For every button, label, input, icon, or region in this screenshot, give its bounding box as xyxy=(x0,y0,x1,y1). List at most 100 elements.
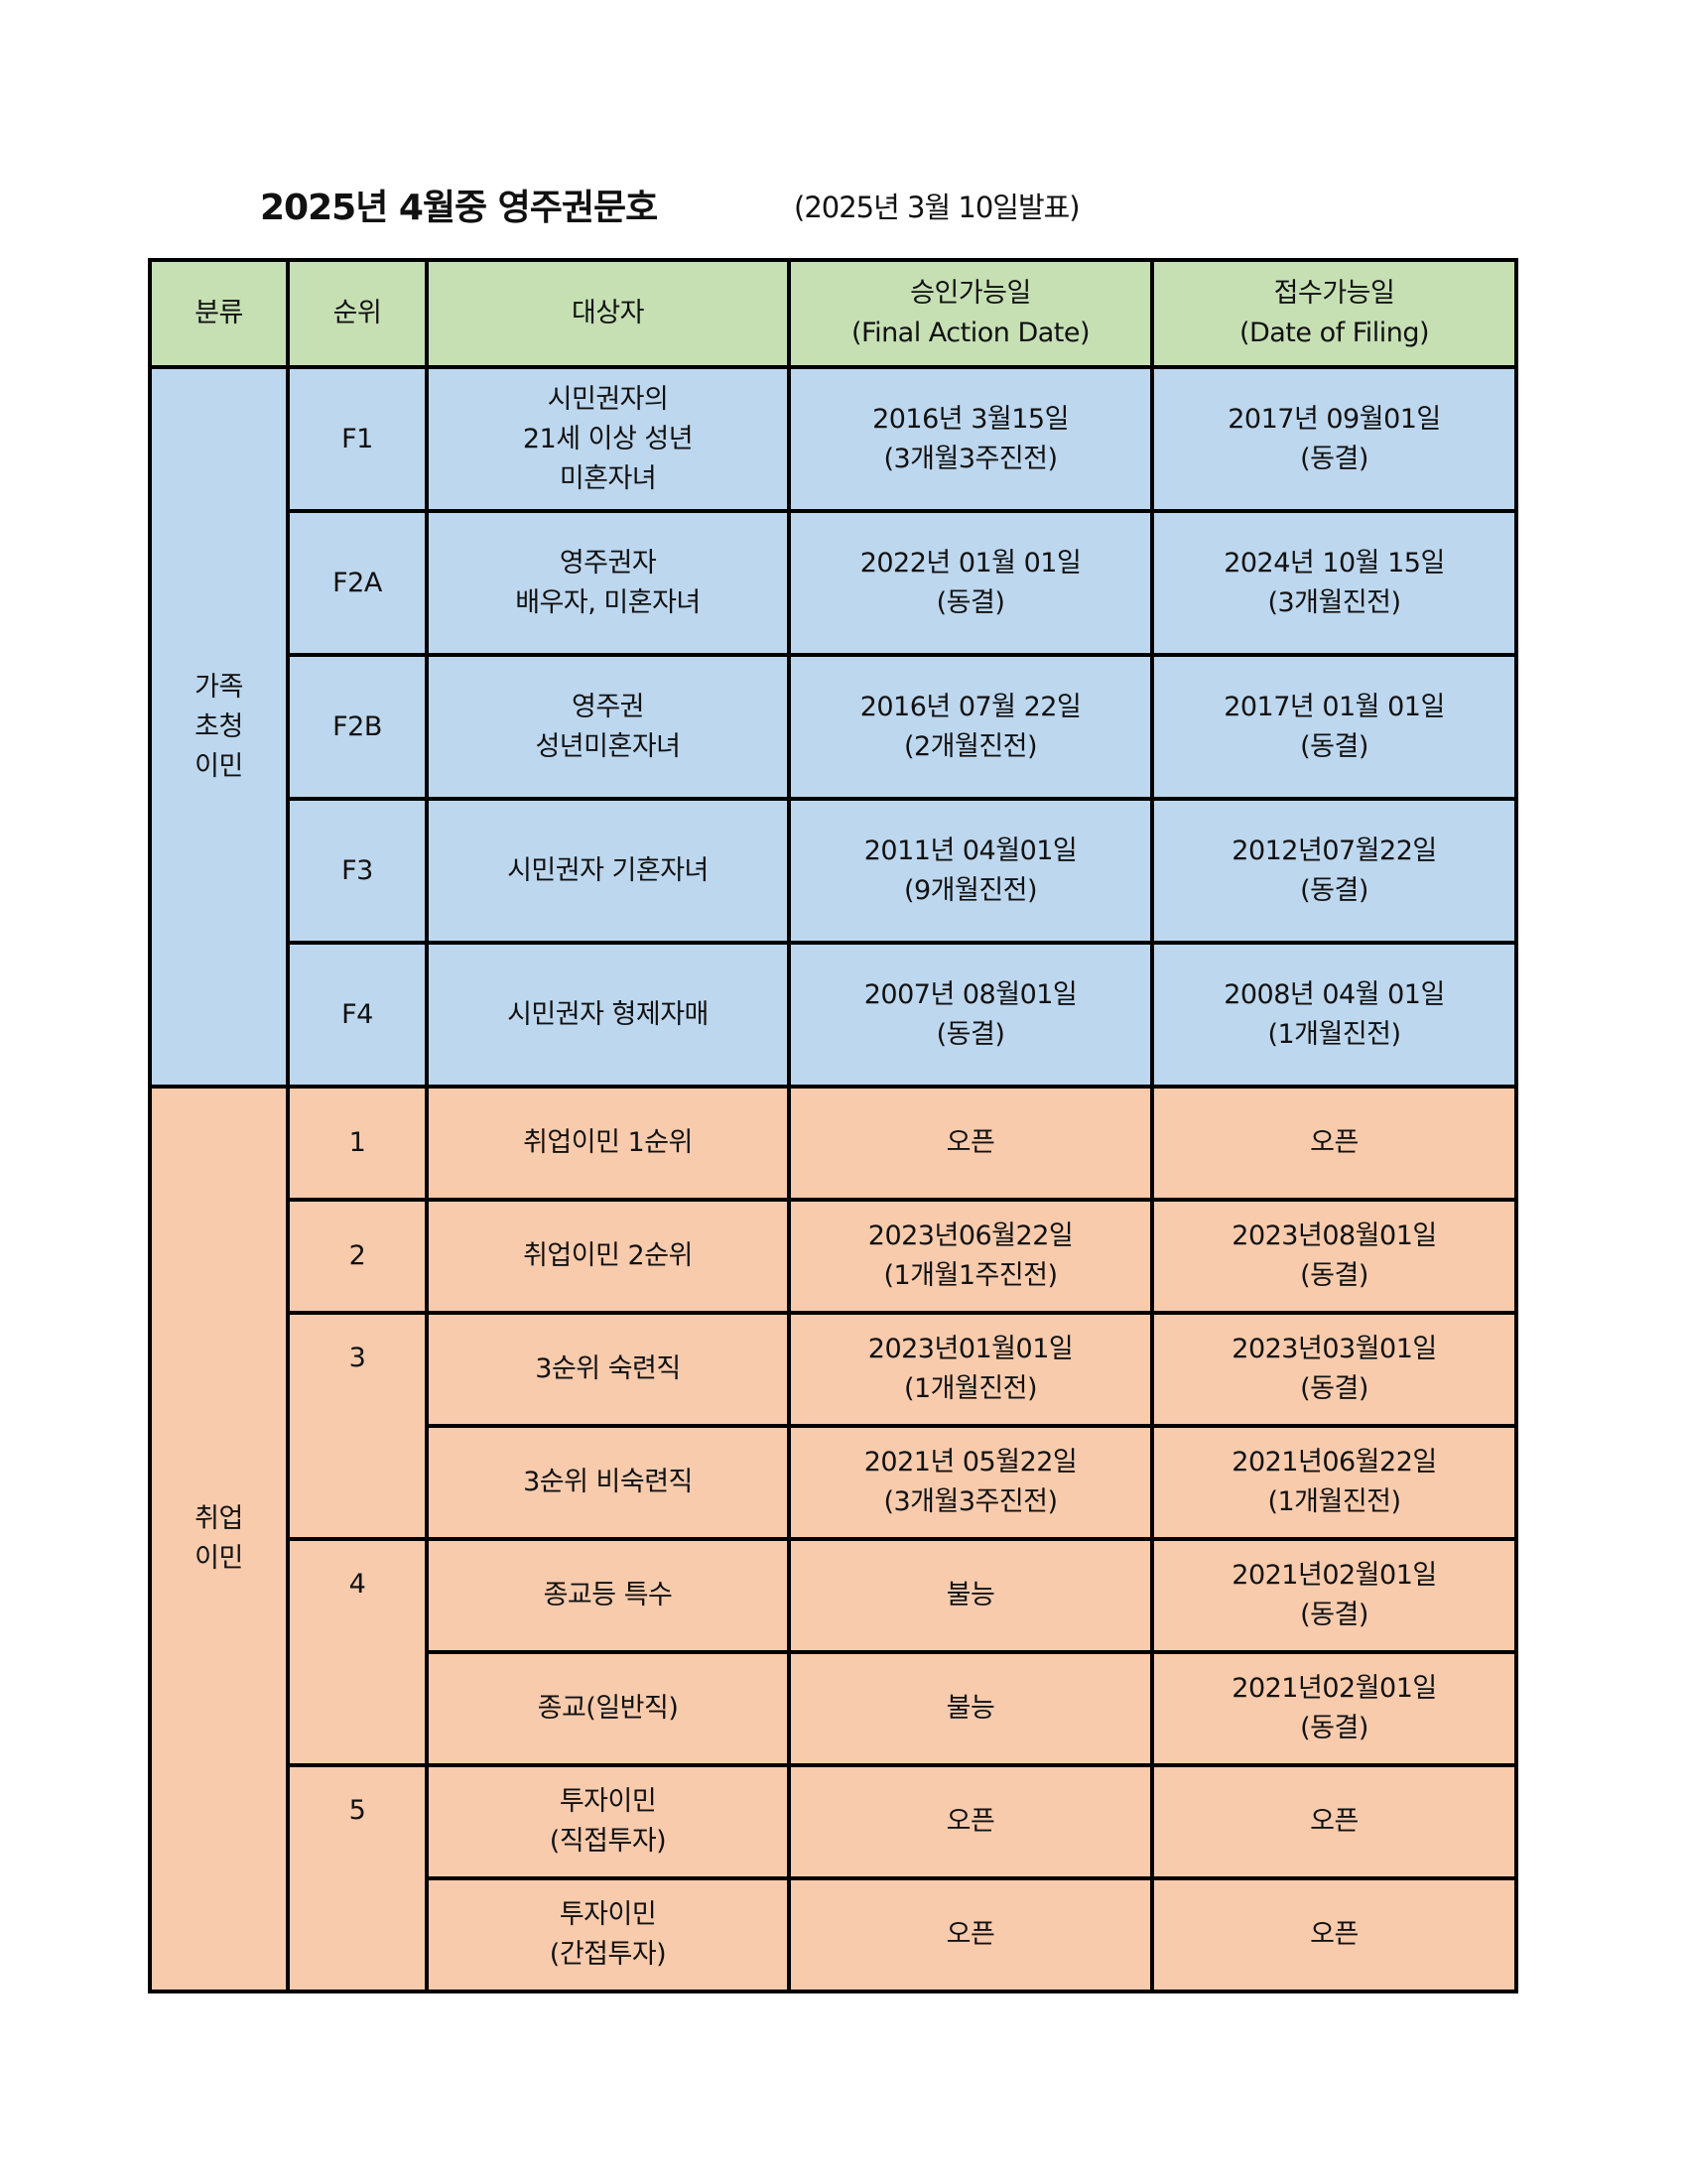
final-action-date-cell-line: 2022년 01월 01일 xyxy=(859,547,1082,578)
final-action-date-cell: 오픈 xyxy=(787,1085,1154,1202)
final-action-date-cell: 2007년 08월01일 (동결) xyxy=(787,941,1154,1089)
final-action-date-cell-line: (9개월진전) xyxy=(903,874,1038,906)
filing-date-cell-line: (동결) xyxy=(1300,1713,1368,1743)
final-action-date-cell-line: 불능 xyxy=(946,1580,995,1610)
target-cell-line: 영주권 xyxy=(571,691,645,722)
target-cell-line: 취업이민 2순위 xyxy=(523,1240,693,1271)
filing-date-cell-line: (1개월진전) xyxy=(1267,1018,1401,1050)
final-action-date-cell: 2022년 01월 01일 (동결) xyxy=(787,509,1154,657)
final-action-date-cell-line: (동결) xyxy=(936,1018,1005,1050)
filing-date-cell-line: (동결) xyxy=(1300,1260,1368,1291)
filing-date-cell-line: 2023년08월01일 xyxy=(1232,1220,1437,1251)
table-row: 가족 초청 이민 F1 시민권자의 21세 이상 성년 미혼자녀 2016년 3월15일 (3개… xyxy=(148,365,1518,1089)
filing-date-cell: 2023년08월01일 (동결) xyxy=(1150,1198,1518,1315)
target-cell-line: 종교(일반직) xyxy=(537,1693,679,1724)
final-action-date-cell-line: (3개월3주진전) xyxy=(883,443,1058,474)
table-row: 3순위 비숙련직 2021년 05월22일 (3개월3주진전) 2021년06월22일… xyxy=(150,1424,1518,1541)
final-action-date-cell-line: 2021년 05월22일 xyxy=(863,1447,1078,1477)
employment-category-line: 이민 xyxy=(195,1543,243,1574)
filing-date-cell: 2021년02월01일 (동결) xyxy=(1150,1650,1518,1767)
target-cell: 영주권자 배우자, 미혼자녀 xyxy=(425,509,791,657)
target-cell: 영주권 성년미혼자녀 xyxy=(425,653,791,801)
filing-date-cell-line: 2017년 01월 01일 xyxy=(1224,691,1445,722)
header-filing-ko: 접수가능일 xyxy=(1273,278,1395,309)
filing-date-cell-line: 2021년06월22일 xyxy=(1232,1447,1437,1477)
filing-date-cell: 오픈 xyxy=(1150,1763,1518,1880)
table-row: F2A 영주권자 배우자, 미혼자녀 2022년 01월 01일 (동결) 2024년 1… xyxy=(150,509,1518,657)
final-action-date-cell-line: (동결) xyxy=(936,586,1005,618)
filing-date-cell-line: 2017년 09월01일 xyxy=(1228,403,1441,435)
filing-date-cell-line: (동결) xyxy=(1300,443,1368,474)
final-action-date-cell: 불능 xyxy=(787,1650,1154,1767)
rank-cell: F1 xyxy=(286,365,429,513)
rank-cell: 4 xyxy=(286,1537,429,1767)
final-action-date-cell: 2021년 05월22일 (3개월3주진전) xyxy=(787,1424,1154,1541)
visa-bulletin-table: 분류 순위 대상자 승인가능일 (Final Action Date) 접수가능일… xyxy=(148,258,1518,1993)
filing-date-cell-line: (1개월진전) xyxy=(1267,1486,1401,1517)
filing-date-cell-line: 오픈 xyxy=(1310,1127,1359,1158)
announcement-date: (2025년 3월 10일발표) xyxy=(794,191,1081,224)
header-category: 분류 xyxy=(148,258,290,369)
target-cell-line: 영주권자 xyxy=(559,547,657,578)
rank-cell: F2A xyxy=(286,509,429,657)
target-cell: 투자이민 (간접투자) xyxy=(425,1876,791,1993)
target-cell: 취업이민 1순위 xyxy=(425,1085,791,1202)
target-cell-line: 시민권자 기혼자녀 xyxy=(507,854,709,886)
filing-date-cell: 2021년06월22일 (1개월진전) xyxy=(1150,1424,1518,1541)
table-row: 4 종교등 특수 불능 2021년02월01일 (동결) xyxy=(150,1537,1518,1767)
header-row: 분류 순위 대상자 승인가능일 (Final Action Date) 접수가능일… xyxy=(148,258,1518,369)
header-filing-en: (Date of Filing) xyxy=(1238,318,1430,348)
table-row: 투자이민 (간접투자) 오픈 오픈 xyxy=(150,1876,1518,1993)
filing-date-cell-line: (동결) xyxy=(1300,1600,1368,1630)
employment-category-line: 취업 xyxy=(195,1503,243,1534)
target-cell-line: 3순위 비숙련직 xyxy=(523,1467,693,1497)
final-action-date-cell-line: 오픈 xyxy=(946,1806,995,1837)
final-action-date-cell-line: 오픈 xyxy=(946,1919,995,1950)
final-action-date-cell-line: 2007년 08월01일 xyxy=(863,978,1078,1010)
header-final-action-ko: 승인가능일 xyxy=(910,278,1031,309)
target-cell: 시민권자의 21세 이상 성년 미혼자녀 xyxy=(425,365,791,513)
header-target: 대상자 xyxy=(425,258,791,369)
filing-date-cell: 2023년03월01일 (동결) xyxy=(1150,1311,1518,1428)
table-row: 3 3순위 숙련직 2023년01월01일 (1개월진전) 2023년03월01일 (동결… xyxy=(150,1311,1518,1541)
filing-date-cell: 오픈 xyxy=(1150,1085,1518,1202)
rank-cell: F3 xyxy=(286,797,429,945)
table-row: 5 투자이민 (직접투자) 오픈 오픈 xyxy=(150,1763,1518,1993)
table-row: 2 취업이민 2순위 2023년06월22일 (1개월1주진전) 2023년08월01일… xyxy=(150,1198,1518,1315)
filing-date-cell: 2021년02월01일 (동결) xyxy=(1150,1537,1518,1654)
final-action-date-cell: 2023년06월22일 (1개월1주진전) xyxy=(787,1198,1154,1315)
header-rank: 순위 xyxy=(286,258,429,369)
family-category-line: 초청 xyxy=(195,710,243,742)
filing-date-cell: 2024년 10월 15일 (3개월진전) xyxy=(1150,509,1518,657)
final-action-date-cell-line: (2개월진전) xyxy=(903,730,1038,762)
filing-date-cell-line: 2023년03월01일 xyxy=(1232,1334,1437,1364)
table-row: F3 시민권자 기혼자녀 2011년 04월01일 (9개월진전) 2012년07월22… xyxy=(150,797,1518,945)
target-cell-line: 시민권자의 xyxy=(547,383,669,415)
final-action-date-cell: 2023년01월01일 (1개월진전) xyxy=(787,1311,1154,1428)
rank-cell: 3 xyxy=(286,1311,429,1541)
filing-date-cell-line: 2021년02월01일 xyxy=(1232,1673,1437,1704)
target-cell: 시민권자 형제자매 xyxy=(425,941,791,1089)
target-cell-line: 3순위 숙련직 xyxy=(535,1353,681,1384)
table-row: 취업 이민 1 취업이민 1순위 오픈 오픈 xyxy=(148,1085,1518,1993)
filing-date-cell-line: (동결) xyxy=(1300,730,1368,762)
target-cell: 투자이민 (직접투자) xyxy=(425,1763,791,1880)
target-cell: 종교등 특수 xyxy=(425,1537,791,1654)
table-row: 종교(일반직) 불능 2021년02월01일 (동결) xyxy=(150,1650,1518,1767)
filing-date-cell-line: 2012년07월22일 xyxy=(1232,835,1437,866)
filing-date-cell: 2017년 09월01일 (동결) xyxy=(1150,365,1518,513)
table-row: F2B 영주권 성년미혼자녀 2016년 07월 22일 (2개월진전) 2017년 01… xyxy=(150,653,1518,801)
filing-date-cell-line: 오픈 xyxy=(1310,1919,1359,1950)
final-action-date-cell: 오픈 xyxy=(787,1763,1154,1880)
rank-cell: F2B xyxy=(286,653,429,801)
filing-date-cell: 2012년07월22일 (동결) xyxy=(1150,797,1518,945)
filing-date-cell: 2017년 01월 01일 (동결) xyxy=(1150,653,1518,801)
final-action-date-cell: 2016년 3월15일 (3개월3주진전) xyxy=(787,365,1154,513)
rank-cell: 2 xyxy=(286,1198,429,1315)
family-category-line: 이민 xyxy=(195,750,243,782)
rank-cell: 1 xyxy=(286,1085,429,1202)
final-action-date-cell-line: 불능 xyxy=(946,1693,995,1724)
header-final-action-en: (Final Action Date) xyxy=(850,318,1091,348)
target-cell: 3순위 숙련직 xyxy=(425,1311,791,1428)
